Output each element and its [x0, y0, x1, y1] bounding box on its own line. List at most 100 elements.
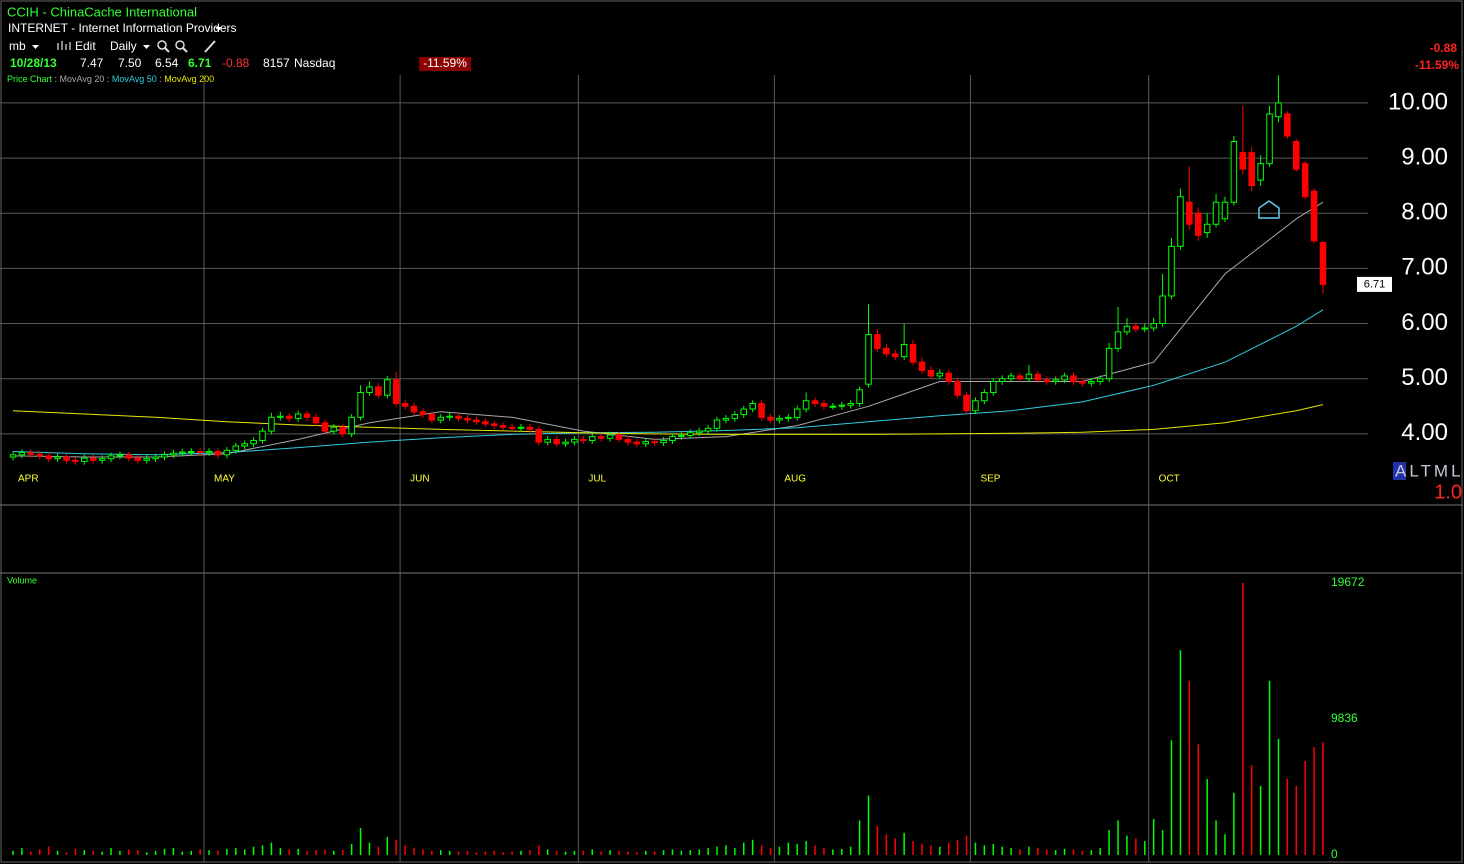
candle-body — [499, 425, 507, 428]
volume-bar — [1152, 819, 1155, 855]
legend-entry[interactable]: MovAvg 200 — [164, 74, 214, 84]
candle-body — [758, 403, 765, 418]
volume-bar — [38, 849, 41, 855]
quote-volume: 8157 — [263, 56, 290, 70]
volume-bar — [502, 852, 504, 855]
candle-body — [81, 457, 88, 462]
volume-bar — [1081, 850, 1084, 855]
x-tick-label: APR — [18, 474, 39, 485]
bar-icon[interactable] — [57, 41, 71, 50]
candle-body — [517, 426, 525, 429]
legend-entry[interactable]: MovAvg 50 — [112, 74, 157, 84]
candle-body — [357, 391, 364, 418]
volume-bar — [582, 850, 585, 855]
change-pct: -11.59% — [423, 56, 467, 70]
candle-body — [116, 454, 124, 457]
volume-bar — [930, 845, 932, 855]
draw-tool[interactable] — [204, 40, 216, 53]
volume-bar — [404, 845, 406, 855]
volume-bar — [965, 835, 968, 855]
candle-body — [633, 441, 641, 445]
indicator-name[interactable]: ALTML — [1395, 461, 1464, 480]
candle-body — [161, 454, 168, 458]
volume-bar — [974, 842, 977, 855]
candle-body — [891, 353, 899, 358]
x-tick-label: OCT — [1159, 474, 1180, 485]
candle-body — [490, 423, 498, 427]
last-price-label: 6.71 — [1364, 278, 1385, 290]
volume-bar — [1010, 848, 1012, 855]
candle-body — [678, 435, 685, 438]
volume-bar — [823, 848, 825, 855]
candle-body — [900, 344, 908, 358]
candle-body — [428, 414, 436, 421]
legend-entry[interactable]: MovAvg 20 — [60, 74, 105, 84]
candle-body — [1275, 102, 1282, 118]
candle-body — [624, 438, 632, 443]
quote-date: 10/28/13 — [10, 56, 57, 70]
edit-menu[interactable]: Edit — [75, 39, 96, 53]
candle-body — [669, 436, 676, 441]
dropdown-arrow[interactable] — [143, 45, 150, 49]
candle-body — [1203, 223, 1211, 234]
candle-body — [464, 417, 471, 421]
event-icon[interactable] — [1258, 200, 1280, 219]
candle-body — [339, 426, 346, 435]
volume-bar — [564, 851, 567, 855]
volume-bar — [680, 850, 683, 855]
candle-body — [776, 417, 783, 421]
candle-body — [303, 413, 311, 418]
candle-body — [1239, 152, 1247, 170]
industry[interactable]: INTERNET - Internet Information Provider… — [8, 21, 237, 35]
candle-body — [1141, 327, 1149, 330]
volume-bar — [511, 851, 513, 855]
volume-bar — [493, 850, 495, 855]
volume-bar — [1054, 850, 1057, 855]
candle-body — [366, 386, 373, 393]
volume-bar — [413, 848, 415, 855]
zoom-out[interactable] — [175, 40, 188, 53]
quote-high: 7.50 — [118, 56, 142, 70]
dropdown-arrow[interactable] — [32, 45, 39, 49]
volume-bar — [912, 841, 914, 855]
user-menu[interactable]: mb — [9, 39, 26, 53]
quote-open: 7.47 — [80, 56, 104, 70]
volume-bar — [627, 851, 629, 855]
candle-body — [1105, 347, 1113, 380]
volume-bar — [947, 842, 950, 855]
candle-body — [98, 458, 106, 461]
candle-body — [419, 411, 427, 416]
y-tick-label: 9.00 — [1401, 143, 1448, 170]
candle-body — [268, 416, 275, 432]
legend-entry[interactable]: Price Chart — [7, 74, 53, 84]
volume-bar — [956, 839, 959, 855]
volume-bar — [921, 843, 923, 855]
volume-bar — [484, 851, 487, 855]
candle-body — [63, 456, 70, 461]
volume-bar — [555, 850, 558, 855]
candle-body — [1168, 245, 1175, 297]
volume-bar — [1126, 835, 1128, 855]
volume-bar — [1286, 778, 1289, 855]
candle-body — [294, 413, 302, 419]
dropdown-arrow[interactable] — [215, 27, 222, 31]
volume-bar — [1090, 850, 1093, 855]
candle-body — [981, 391, 988, 402]
volume-bar — [1170, 740, 1173, 855]
volume-bar — [1322, 742, 1324, 855]
symbol[interactable]: CCIH - ChinaCache International — [7, 4, 197, 19]
zoom-in[interactable] — [157, 40, 170, 53]
volume-bar — [74, 848, 77, 855]
candle-body — [651, 441, 658, 444]
grid-layer — [0, 75, 1368, 862]
candle-body — [972, 400, 979, 412]
period-menu[interactable]: Daily — [110, 39, 137, 53]
volume-bar — [1108, 830, 1110, 855]
volume-bar — [992, 843, 995, 855]
candle-body — [455, 415, 462, 419]
candle-body — [535, 428, 543, 443]
candle-body — [1177, 196, 1184, 247]
candle-body — [1061, 375, 1068, 381]
